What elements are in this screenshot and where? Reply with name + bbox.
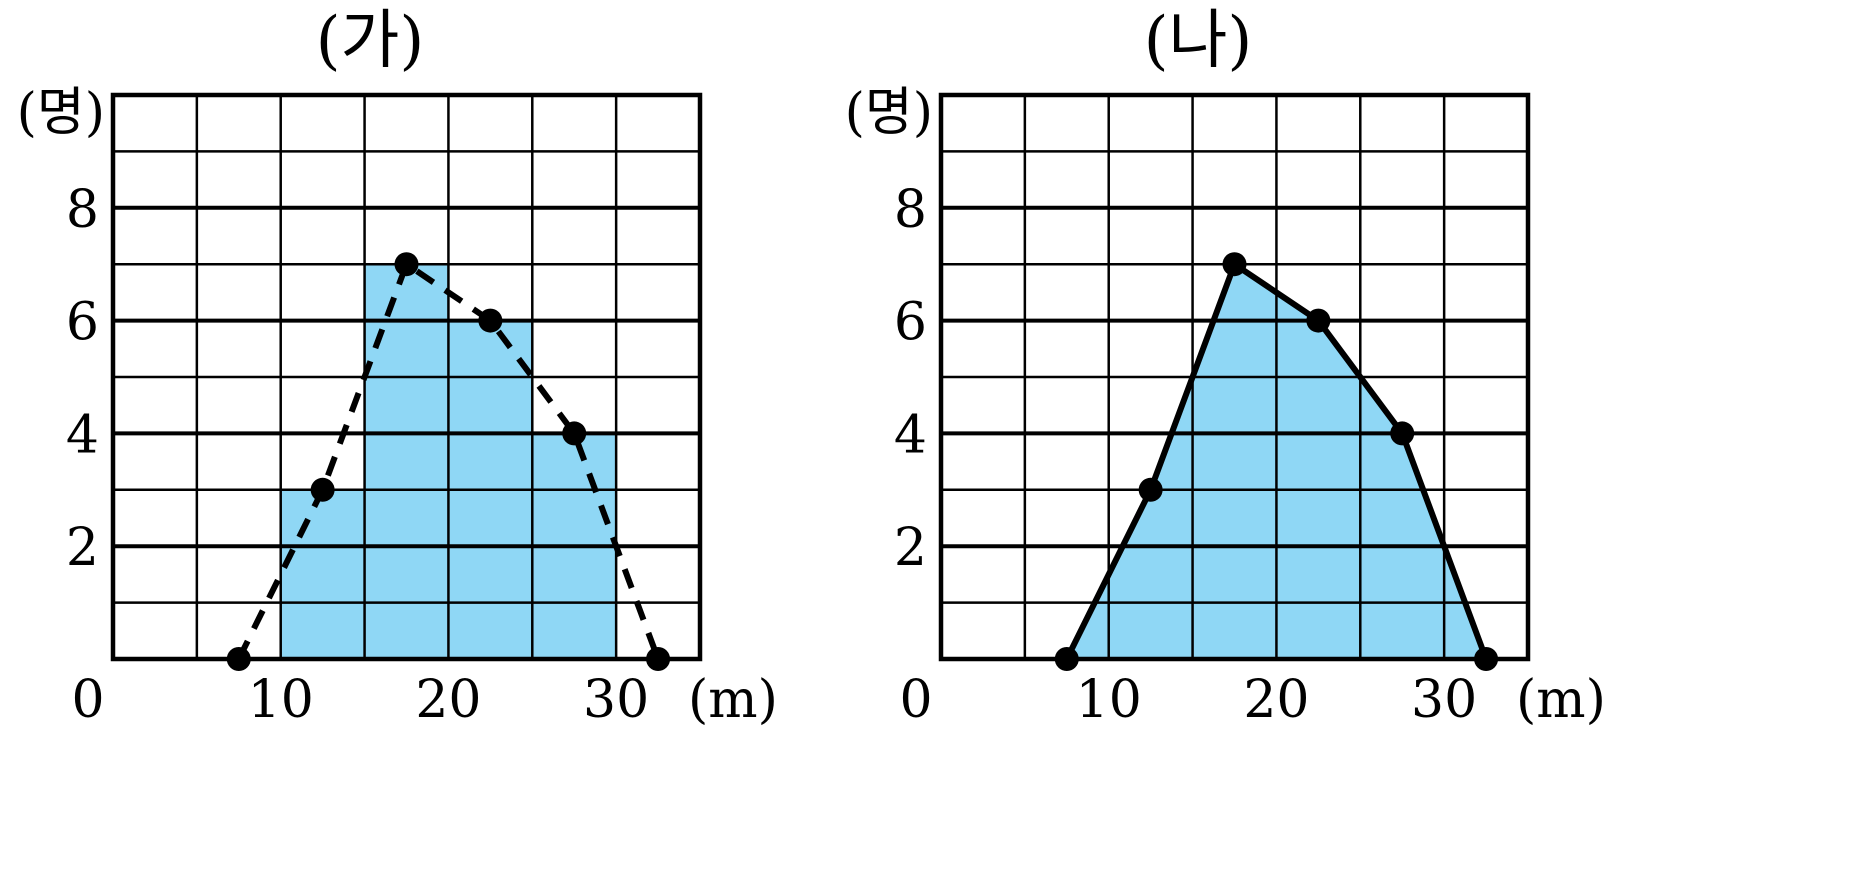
x-axis-unit: (m) [688, 670, 778, 730]
x-tick-label: 30 [583, 670, 649, 730]
y-tick-label: 4 [894, 405, 927, 465]
data-point [1222, 252, 1247, 277]
chart-title: (나) [1144, 4, 1253, 78]
histogram-bar [364, 264, 449, 659]
y-tick-label: 8 [894, 180, 927, 240]
y-axis-unit: (명) [845, 83, 933, 143]
x-axis-unit: (m) [1516, 670, 1606, 730]
data-point [1390, 421, 1415, 446]
y-tick-label: 2 [66, 518, 99, 578]
chart-0: (가) (명) 2 4 6 8 0 10 20 30 (m) [17, 4, 778, 730]
data-point [310, 477, 335, 502]
data-point [1138, 477, 1163, 502]
y-tick-label: 2 [894, 518, 927, 578]
plot-frame [110, 92, 703, 662]
y-tick-label: 6 [66, 293, 99, 353]
chart-1: (나) (명) 2 4 6 8 0 10 20 30 (m) [845, 4, 1606, 730]
data-point [478, 308, 503, 333]
y-tick-label: 8 [66, 180, 99, 240]
data-point [562, 421, 587, 446]
x-tick-label: 30 [1411, 670, 1477, 730]
frequency-polygon-line [1064, 261, 1489, 661]
x-tick-label: 10 [1076, 670, 1142, 730]
data-point [1054, 647, 1079, 671]
frequency-polygon-line [236, 261, 661, 661]
x-tick-label: 20 [415, 670, 481, 730]
y-axis-unit: (명) [17, 83, 105, 143]
origin-label: 0 [71, 670, 104, 730]
plot-frame [938, 92, 1531, 662]
y-tick-label: 4 [66, 405, 99, 465]
data-point [646, 647, 671, 671]
chart-title: (가) [316, 4, 425, 78]
x-tick-label: 10 [248, 670, 314, 730]
data-point [1474, 647, 1499, 671]
data-point [226, 647, 251, 671]
histogram-bar [280, 489, 365, 659]
data-point [1306, 308, 1331, 333]
origin-label: 0 [899, 670, 932, 730]
y-tick-label: 6 [894, 293, 927, 353]
data-point [394, 252, 419, 277]
x-tick-label: 20 [1243, 670, 1309, 730]
